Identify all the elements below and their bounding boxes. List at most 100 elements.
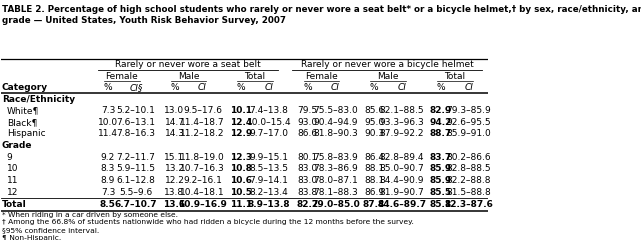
- Text: 11.1: 11.1: [230, 200, 252, 209]
- Text: 13.8: 13.8: [165, 188, 185, 197]
- Text: 84.6–89.7: 84.6–89.7: [378, 200, 427, 209]
- Text: Rarely or never wore a bicycle helmet: Rarely or never wore a bicycle helmet: [301, 60, 474, 69]
- Text: 7.8–16.3: 7.8–16.3: [117, 129, 155, 138]
- Text: 13.6: 13.6: [163, 200, 185, 209]
- Text: 10.5: 10.5: [230, 188, 252, 197]
- Text: 86.9: 86.9: [364, 188, 384, 197]
- Text: Black¶: Black¶: [7, 118, 37, 127]
- Text: 8.5–13.5: 8.5–13.5: [249, 164, 288, 173]
- Text: CI: CI: [198, 83, 207, 92]
- Text: 7.3: 7.3: [101, 188, 115, 197]
- Text: 8.9–13.8: 8.9–13.8: [247, 200, 290, 209]
- Text: 10: 10: [7, 164, 18, 173]
- Text: 10.1: 10.1: [230, 106, 252, 115]
- Text: CI: CI: [397, 83, 406, 92]
- Text: 11.4: 11.4: [98, 129, 118, 138]
- Text: 8.5: 8.5: [100, 200, 116, 209]
- Text: 11.4–18.7: 11.4–18.7: [180, 118, 225, 127]
- Text: 85.9: 85.9: [429, 176, 452, 185]
- Text: 9.9–15.1: 9.9–15.1: [249, 153, 288, 162]
- Text: 79.0–85.0: 79.0–85.0: [311, 200, 360, 209]
- Text: 12.3: 12.3: [230, 153, 252, 162]
- Text: 11.8–19.0: 11.8–19.0: [180, 153, 225, 162]
- Text: Hispanic: Hispanic: [7, 129, 46, 138]
- Text: 85.6: 85.6: [364, 106, 384, 115]
- Text: 83.8: 83.8: [297, 188, 318, 197]
- Text: 12.9: 12.9: [230, 129, 252, 138]
- Text: 88.7: 88.7: [429, 129, 452, 138]
- Text: CI: CI: [331, 83, 340, 92]
- Text: 11: 11: [7, 176, 18, 185]
- Text: 7.3: 7.3: [101, 106, 115, 115]
- Text: 85.9: 85.9: [429, 164, 452, 173]
- Text: Grade: Grade: [2, 141, 33, 150]
- Text: %: %: [237, 83, 246, 92]
- Text: 8.3: 8.3: [101, 164, 115, 173]
- Text: Female: Female: [106, 72, 138, 81]
- Text: Total: Total: [444, 72, 465, 81]
- Text: 82.2–88.8: 82.2–88.8: [446, 176, 491, 185]
- Text: Total: Total: [2, 200, 27, 209]
- Text: %: %: [104, 83, 112, 92]
- Text: Total: Total: [244, 72, 265, 81]
- Text: 7.2–11.7: 7.2–11.7: [117, 153, 155, 162]
- Text: 10.7–16.3: 10.7–16.3: [180, 164, 225, 173]
- Text: 87.9–92.2: 87.9–92.2: [380, 129, 424, 138]
- Text: 79.5: 79.5: [297, 106, 318, 115]
- Text: 10.9–16.9: 10.9–16.9: [178, 200, 227, 209]
- Text: 81.9–90.7: 81.9–90.7: [379, 188, 424, 197]
- Text: 9: 9: [7, 153, 12, 162]
- Text: 5.5–9.6: 5.5–9.6: [119, 188, 153, 197]
- Text: %: %: [170, 83, 179, 92]
- Text: 9.7–17.0: 9.7–17.0: [249, 129, 288, 138]
- Text: 6.1–12.8: 6.1–12.8: [117, 176, 155, 185]
- Text: 10.4–18.1: 10.4–18.1: [180, 188, 225, 197]
- Text: 11.2–18.2: 11.2–18.2: [180, 129, 225, 138]
- Text: 12.4: 12.4: [230, 118, 252, 127]
- Text: 12.2: 12.2: [165, 176, 185, 185]
- Text: Male: Male: [378, 72, 399, 81]
- Text: 10.0: 10.0: [98, 118, 118, 127]
- Text: 84.4–90.9: 84.4–90.9: [380, 176, 424, 185]
- Text: 8.2–13.4: 8.2–13.4: [249, 188, 288, 197]
- Text: 75.8–83.9: 75.8–83.9: [313, 153, 358, 162]
- Text: 12: 12: [7, 188, 18, 197]
- Text: 92.6–95.5: 92.6–95.5: [446, 118, 491, 127]
- Text: 86.4: 86.4: [364, 153, 384, 162]
- Text: 13.2: 13.2: [165, 164, 185, 173]
- Text: Female: Female: [305, 72, 338, 81]
- Text: * When riding in a car driven by someone else.: * When riding in a car driven by someone…: [2, 212, 178, 218]
- Text: 80.2–86.6: 80.2–86.6: [446, 153, 491, 162]
- Text: 6.7–10.7: 6.7–10.7: [115, 200, 157, 209]
- Text: 95.0: 95.0: [364, 118, 384, 127]
- Text: 87.4: 87.4: [363, 200, 385, 209]
- Text: 85.1: 85.1: [429, 200, 452, 209]
- Text: 82.3–87.6: 82.3–87.6: [444, 200, 493, 209]
- Text: 93.3–96.3: 93.3–96.3: [379, 118, 424, 127]
- Text: 78.1–88.3: 78.1–88.3: [313, 188, 358, 197]
- Text: 13.0: 13.0: [165, 106, 185, 115]
- Text: 82.8–89.4: 82.8–89.4: [380, 153, 424, 162]
- Text: 85.9–91.0: 85.9–91.0: [446, 129, 491, 138]
- Text: 9.2: 9.2: [101, 153, 115, 162]
- Text: 82.2: 82.2: [297, 200, 319, 209]
- Text: 15.1: 15.1: [165, 153, 185, 162]
- Text: §95% confidence interval.: §95% confidence interval.: [2, 227, 99, 233]
- Text: 9.5–17.6: 9.5–17.6: [183, 106, 222, 115]
- Text: 10.8: 10.8: [230, 164, 252, 173]
- Text: 9.2–16.1: 9.2–16.1: [183, 176, 222, 185]
- Text: 83.7: 83.7: [429, 153, 452, 162]
- Text: White¶: White¶: [7, 106, 39, 115]
- Text: 79.3–85.9: 79.3–85.9: [446, 106, 491, 115]
- Text: 7.9–14.1: 7.9–14.1: [249, 176, 288, 185]
- Text: 82.8–88.5: 82.8–88.5: [446, 164, 491, 173]
- Text: 10.0–15.4: 10.0–15.4: [247, 118, 291, 127]
- Text: 78.0–87.1: 78.0–87.1: [313, 176, 358, 185]
- Text: Category: Category: [2, 83, 48, 92]
- Text: %: %: [437, 83, 445, 92]
- Text: %: %: [303, 83, 312, 92]
- Text: 90.4–94.9: 90.4–94.9: [313, 118, 358, 127]
- Text: 7.6–13.1: 7.6–13.1: [117, 118, 155, 127]
- Text: 5.9–11.5: 5.9–11.5: [117, 164, 155, 173]
- Text: 75.5–83.0: 75.5–83.0: [313, 106, 358, 115]
